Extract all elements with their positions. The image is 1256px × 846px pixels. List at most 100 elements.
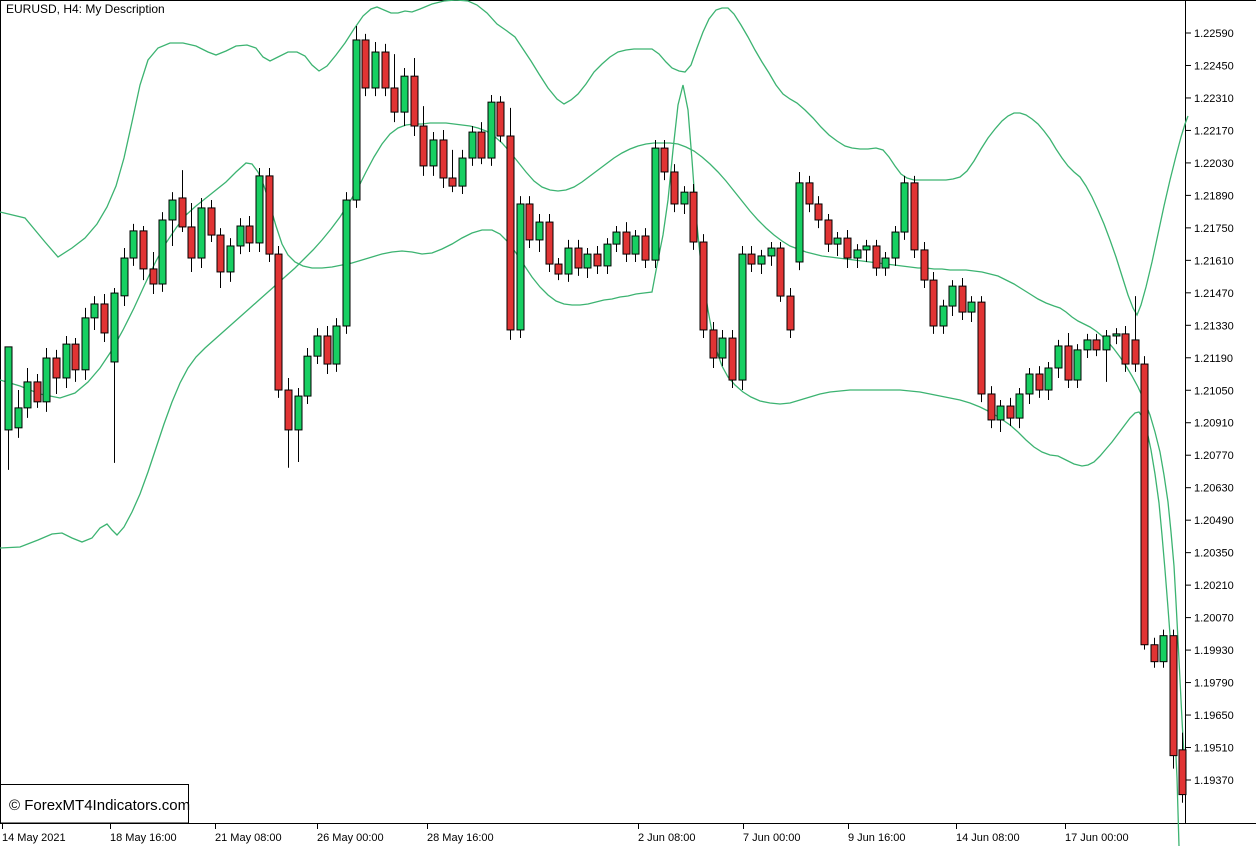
candle (381, 43, 390, 97)
candle (872, 239, 881, 276)
candle (1025, 367, 1034, 404)
time-tick-label: 21 May 08:00 (215, 832, 282, 844)
candle (42, 348, 51, 412)
candle (767, 242, 776, 266)
time-axis[interactable]: 14 May 2021 18 May 16:00 21 May 08:00 26 Ma… (2, 823, 1129, 845)
candle (814, 196, 823, 229)
candle (448, 149, 457, 193)
band-line-middle (0, 122, 1185, 757)
candle (506, 107, 515, 340)
price-tick-label: 1.20630 (1194, 483, 1234, 495)
candle (255, 168, 264, 252)
candle (371, 42, 380, 97)
candle (139, 226, 148, 281)
candle (90, 296, 99, 330)
candle (1178, 732, 1187, 803)
price-tick-label: 1.20490 (1194, 515, 1234, 527)
candle (236, 218, 245, 255)
candle (313, 328, 322, 365)
price-axis[interactable]: 1.22590 1.22450 1.22310 1.22170 1.22030 1.218… (1185, 28, 1234, 787)
candle (651, 139, 660, 269)
candle (496, 96, 505, 143)
candle (900, 175, 909, 240)
candle (1102, 329, 1111, 382)
price-tick-label: 1.19650 (1194, 710, 1234, 722)
time-tick-label: 14 Jun 08:00 (956, 832, 1020, 844)
price-tick-label: 1.21470 (1194, 288, 1234, 300)
candle (294, 387, 303, 462)
price-tick-label: 1.20910 (1194, 418, 1234, 430)
candle (216, 228, 225, 288)
watermark-box: © ForexMT4Indicators.com (0, 784, 190, 824)
candle (545, 213, 554, 272)
candle (410, 58, 419, 137)
candle (439, 129, 448, 188)
candle (1064, 332, 1073, 388)
candle (33, 374, 42, 408)
candle (178, 170, 187, 233)
candle (738, 245, 747, 391)
candle (1131, 296, 1140, 372)
time-tick-label: 14 May 2021 (2, 832, 66, 844)
price-tick-label: 1.21330 (1194, 320, 1234, 332)
price-tick-label: 1.19930 (1194, 645, 1234, 657)
price-tick-label: 1.19510 (1194, 743, 1234, 755)
price-tick-label: 1.20070 (1194, 613, 1234, 625)
candle (1140, 356, 1149, 650)
candle (583, 248, 592, 278)
candle (525, 196, 534, 249)
chart-title: EURUSD, H4: My Description (6, 2, 165, 16)
candle (197, 197, 206, 269)
candle (747, 245, 756, 272)
candle (728, 329, 737, 388)
candle (1121, 325, 1130, 372)
candle (776, 242, 785, 302)
time-tick-label: 2 Jun 08:00 (638, 832, 696, 844)
candle (187, 203, 196, 272)
price-tick-label: 1.22450 (1194, 60, 1234, 72)
price-tick-label: 1.22170 (1194, 125, 1234, 137)
time-tick-label: 17 Jun 00:00 (1065, 832, 1129, 844)
candle (332, 318, 341, 372)
candle (699, 234, 708, 339)
price-tick-label: 1.22030 (1194, 158, 1234, 170)
candle (458, 149, 467, 194)
candle (390, 54, 399, 123)
candle (1112, 328, 1121, 345)
candle (149, 251, 158, 294)
candle (342, 192, 351, 334)
candle (996, 400, 1005, 433)
candle (574, 239, 583, 276)
candle (757, 249, 766, 275)
candle (843, 229, 852, 269)
candle (1083, 333, 1092, 359)
candle (158, 212, 167, 292)
candle (680, 186, 689, 214)
candle (361, 33, 370, 97)
candle (977, 296, 986, 403)
candle (554, 258, 563, 281)
price-tick-label: 1.20350 (1194, 548, 1234, 560)
candle (352, 26, 361, 208)
candle (71, 338, 80, 382)
candle (274, 245, 283, 398)
candle (987, 386, 996, 429)
candle (52, 349, 61, 394)
candle (718, 329, 727, 367)
price-tick-label: 1.21050 (1194, 385, 1234, 397)
candle (967, 296, 976, 323)
candle (824, 213, 833, 252)
candlestick-series (4, 26, 1187, 803)
candle (284, 377, 293, 468)
candle (622, 222, 631, 262)
candle (891, 226, 900, 266)
candle (631, 229, 640, 262)
candle (419, 106, 428, 176)
price-tick-label: 1.21190 (1194, 353, 1233, 365)
candle (1054, 339, 1063, 378)
price-tick-label: 1.22590 (1194, 28, 1234, 40)
candle (207, 200, 216, 243)
